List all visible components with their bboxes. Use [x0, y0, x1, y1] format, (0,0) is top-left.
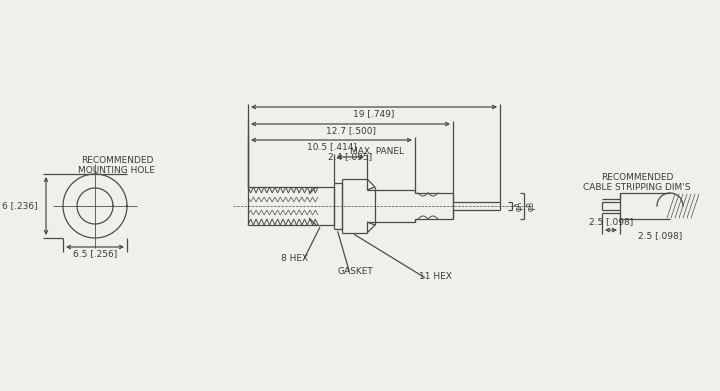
Text: 6 [.236]: 6 [.236] — [2, 201, 38, 210]
Text: 8 HEX: 8 HEX — [282, 254, 309, 263]
Text: GASKET: GASKET — [337, 267, 373, 276]
Text: φB: φB — [527, 201, 536, 211]
Text: 19 [.749]: 19 [.749] — [354, 109, 395, 118]
Text: 11 HEX: 11 HEX — [418, 272, 451, 281]
Text: 2.5 [.098]: 2.5 [.098] — [589, 217, 633, 226]
Text: φA: φA — [515, 201, 524, 211]
Text: 2.5 [.098]: 2.5 [.098] — [638, 231, 683, 240]
Text: 6.5 [.256]: 6.5 [.256] — [73, 249, 117, 258]
Text: RECOMMENDED
CABLE STRIPPING DIM'S: RECOMMENDED CABLE STRIPPING DIM'S — [583, 173, 690, 192]
Text: 12.7 [.500]: 12.7 [.500] — [325, 127, 376, 136]
Text: 2.4 [.095]: 2.4 [.095] — [328, 152, 372, 161]
Text: 10.5 [.414]: 10.5 [.414] — [307, 142, 356, 151]
Text: RECOMMENDED
MOUNTING HOLE: RECOMMENDED MOUNTING HOLE — [78, 156, 156, 176]
Text: MAX. PANEL: MAX. PANEL — [351, 147, 405, 156]
